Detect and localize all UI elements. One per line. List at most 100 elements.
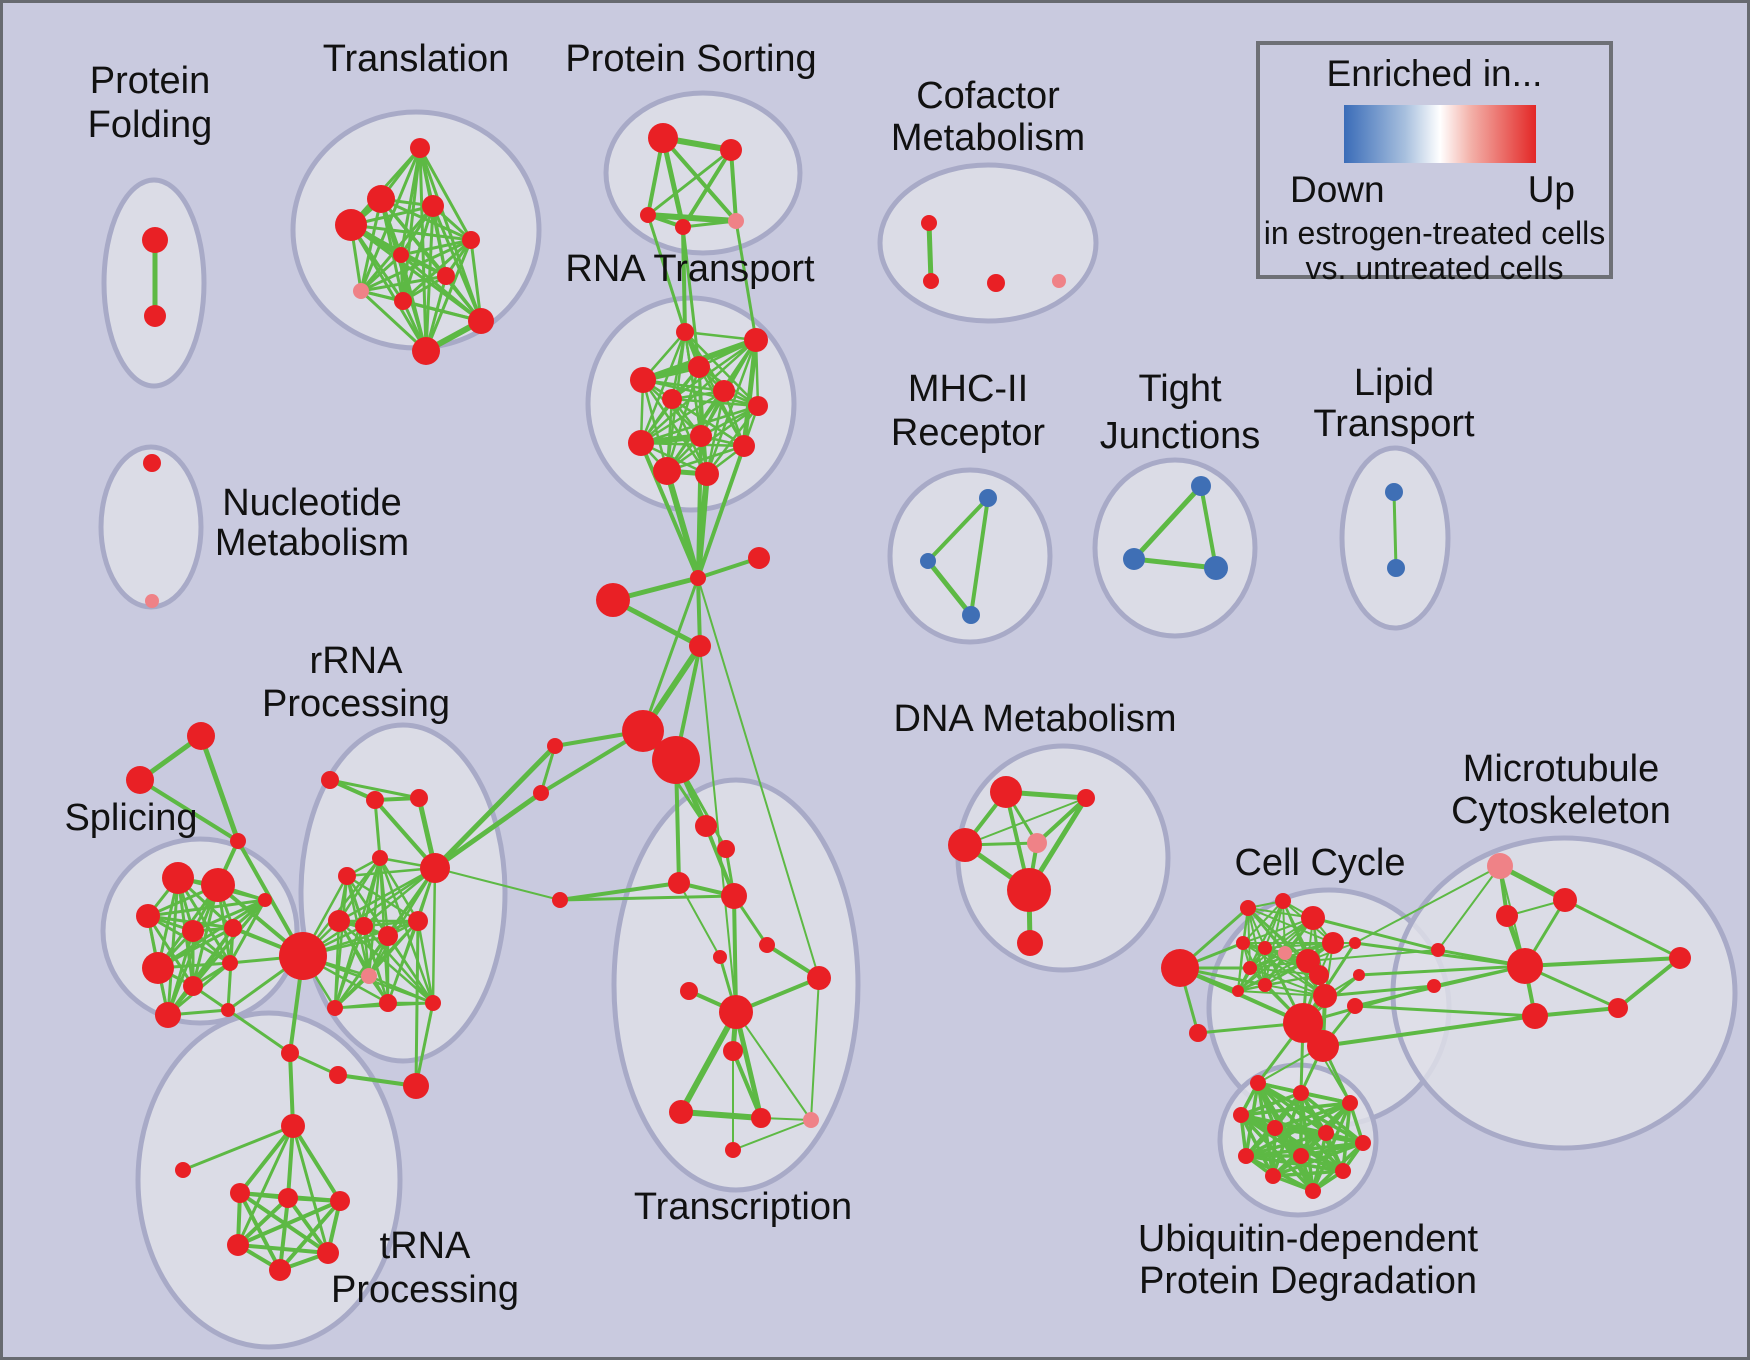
network-node [335,209,367,241]
network-edge [964,797,1087,846]
network-node [1265,1168,1281,1184]
network-node [1232,985,1244,997]
network-node [751,1108,771,1128]
network-node [1258,941,1272,955]
network-node [155,1002,181,1028]
network-node [717,840,735,858]
network-edge [734,219,758,342]
network-node [468,308,494,334]
network-edge [359,274,448,293]
network-node [1191,476,1211,496]
network-node [807,966,831,990]
network-node [201,868,235,902]
network-edge [1035,796,1088,845]
network-edge [1131,556,1219,571]
network-node [258,893,272,907]
network-edge [367,974,435,1005]
network-edge [660,135,686,230]
network-node [1077,789,1095,807]
cluster-mhc-ii-receptor-label: MHC-II [908,368,1028,410]
network-node [338,867,356,885]
network-node [403,1073,429,1099]
network-node [1027,833,1047,853]
network-node [680,982,698,1000]
network-node [688,356,710,378]
cluster-translation-label: Translation [323,38,510,80]
network-node [437,267,455,285]
network-edge [333,856,382,1010]
network-node [1204,556,1228,580]
network-node [355,917,373,935]
network-edge [1307,949,1439,962]
network-node [420,853,450,883]
network-edge [705,338,758,476]
cluster-nucleotide-metabolism-label: Metabolism [215,522,409,564]
network-node [1496,905,1518,927]
cluster-cofactor-metabolism-ellipse [877,162,1099,324]
network-edge [681,225,687,334]
network-edge [418,146,473,242]
network-edge [1533,1006,1620,1018]
network-node [422,195,444,217]
legend-scale: Down Up [1260,169,1609,211]
network-node [1307,1030,1339,1062]
network-node [920,553,936,569]
network-edge [236,1243,330,1255]
network-edge [810,977,820,1121]
network-edge [741,337,759,449]
network-edge [228,898,267,965]
cluster-dna-metabolism-ellipse [955,743,1171,973]
cluster-lipid-transport-label: Transport [1313,403,1475,445]
network-node [533,785,549,801]
network-edge [705,389,726,476]
network-node [144,305,166,327]
network-node [690,570,706,586]
cluster-rna-transport-label: RNA Transport [565,248,815,290]
legend-subtitle-line1: in estrogen-treated cells [1263,215,1606,251]
network-node [923,273,939,289]
network-node [1293,1085,1309,1101]
network-edge [641,378,709,476]
network-node [412,337,440,365]
network-node [1385,483,1403,501]
network-edge [291,1124,330,1255]
network-edge [558,881,681,902]
network-node [269,1259,291,1281]
legend: Enriched in... Down Up in estrogen-treat… [1256,41,1613,286]
cluster-tight-junctions-label: Junctions [1100,415,1261,457]
network-node [1238,1148,1254,1164]
network-node [394,292,412,310]
cluster-tight-junctions-ellipse [1092,457,1258,639]
network-node [622,710,664,752]
network-node [1353,969,1365,981]
network-edge [1244,1131,1328,1158]
network-node [1431,943,1445,957]
network-node [278,1188,298,1208]
network-node [162,862,194,894]
network-edge [1299,1091,1352,1105]
network-node [652,736,700,784]
network-edge [735,1011,812,1121]
network-edge [1264,942,1334,949]
network-node [1301,906,1325,930]
network-node [1267,1120,1283,1136]
network-edge [925,558,974,618]
network-node [175,1162,191,1178]
network-node [803,1112,819,1128]
legend-up-label: Up [1527,169,1575,210]
cluster-microtubule-cytoskeleton-ellipse [1390,835,1738,1151]
network-node [675,219,691,235]
network-node [1553,888,1577,912]
network-node [1487,853,1513,879]
network-edge [181,1124,295,1172]
network-node [948,828,982,862]
network-node [145,594,159,608]
network-edge [373,798,437,870]
network-node [669,1100,693,1124]
network-node [1522,1003,1548,1029]
network-node [1240,900,1256,916]
network-edge [278,1196,290,1272]
network-edge [732,1119,812,1151]
network-node [142,227,168,253]
